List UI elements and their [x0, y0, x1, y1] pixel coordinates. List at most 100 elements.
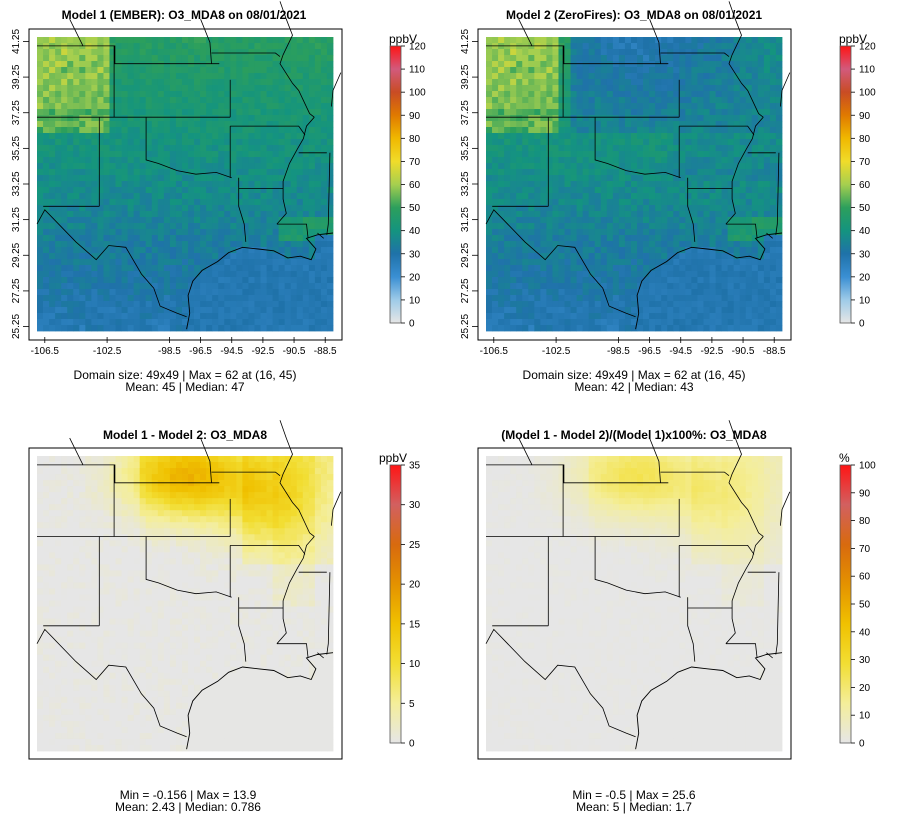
state-border — [276, 223, 309, 239]
map-cell — [151, 85, 159, 92]
map-cell — [73, 313, 80, 320]
map-cell — [157, 277, 165, 284]
map-cell — [218, 91, 225, 98]
map-cell — [570, 271, 578, 278]
map-cell — [145, 187, 153, 194]
map-cell — [163, 109, 171, 116]
map-cell — [612, 205, 620, 212]
map-cell — [655, 313, 662, 320]
map-cell — [691, 115, 698, 122]
map-cell — [703, 79, 710, 86]
map-cell — [552, 235, 559, 242]
map-cell — [85, 37, 92, 44]
map-cell — [486, 37, 493, 44]
map-cell — [194, 49, 201, 56]
map-cell — [290, 277, 298, 284]
map-cell — [594, 193, 602, 200]
map-cell — [194, 91, 201, 98]
map-cell — [522, 199, 529, 206]
map-cell — [757, 61, 765, 68]
map-cell — [133, 241, 141, 248]
map-cell — [169, 313, 177, 320]
map-cell — [91, 193, 98, 200]
map-cell — [637, 187, 644, 194]
map-cell — [679, 301, 686, 308]
map-cell — [751, 43, 759, 50]
map-cell — [697, 271, 704, 278]
map-cell — [492, 163, 499, 170]
map-cell — [169, 199, 177, 206]
map-cell — [667, 151, 674, 158]
map-cell — [649, 211, 656, 218]
map-cell — [79, 187, 86, 194]
map-cell — [546, 325, 553, 332]
map-cell — [618, 115, 626, 122]
map-cell — [564, 43, 571, 50]
map-cell — [145, 121, 153, 128]
map-cell — [290, 259, 298, 266]
map-cell — [218, 313, 225, 320]
map-cell — [290, 103, 298, 110]
map-cell — [175, 235, 183, 242]
map-cell — [296, 157, 304, 164]
map-cell — [715, 289, 722, 296]
map-cell — [290, 205, 298, 212]
map-cell — [733, 55, 741, 62]
map-cell — [703, 193, 710, 200]
map-cell — [157, 163, 165, 170]
map-cell — [612, 151, 620, 158]
map-cell — [224, 133, 231, 140]
map-cell — [618, 193, 626, 200]
map-cell — [242, 193, 249, 200]
map-cell — [739, 211, 747, 218]
map-cell — [278, 37, 286, 44]
map-cell — [55, 73, 62, 80]
map-cell — [248, 163, 255, 170]
map-cell — [534, 295, 541, 302]
map-cell — [326, 127, 334, 134]
map-cell — [624, 67, 632, 74]
map-cell — [612, 79, 620, 86]
map-cell — [486, 193, 493, 200]
map-cell — [673, 235, 680, 242]
map-cell — [236, 127, 243, 134]
map-cell — [79, 103, 86, 110]
map-cell — [61, 157, 68, 164]
map-cell — [486, 211, 493, 218]
map-cell — [206, 169, 213, 176]
map-cell — [272, 175, 280, 182]
map-cell — [570, 181, 578, 188]
map-cell — [570, 43, 578, 50]
map-cell — [85, 97, 92, 104]
map-cell — [655, 115, 662, 122]
map-cell — [302, 289, 310, 296]
map-cell — [510, 325, 517, 332]
map-cell — [103, 325, 110, 332]
map-cell — [308, 199, 316, 206]
map-cell — [272, 145, 280, 152]
map-cell — [85, 265, 92, 272]
map-cell — [121, 229, 129, 236]
map-cell — [757, 277, 765, 284]
map-cell — [498, 187, 505, 194]
map-cell — [73, 235, 80, 242]
map-cell — [769, 79, 777, 86]
map-cell — [55, 157, 62, 164]
map-cell — [492, 73, 499, 80]
map-cell — [558, 325, 565, 332]
map-cell — [679, 217, 686, 224]
map-cell — [163, 151, 171, 158]
map-cell — [61, 211, 68, 218]
map-cell — [67, 313, 74, 320]
map-cell — [254, 151, 261, 158]
map-cell — [528, 205, 535, 212]
map-cell — [290, 67, 298, 74]
map-cell — [175, 109, 183, 116]
map-cell — [314, 151, 322, 158]
map-cell — [769, 259, 777, 266]
map-cell — [733, 295, 741, 302]
map-cell — [61, 85, 68, 92]
map-cell — [61, 91, 68, 98]
map-cell — [266, 145, 273, 152]
y-tick-label: 25.25 — [11, 314, 22, 339]
